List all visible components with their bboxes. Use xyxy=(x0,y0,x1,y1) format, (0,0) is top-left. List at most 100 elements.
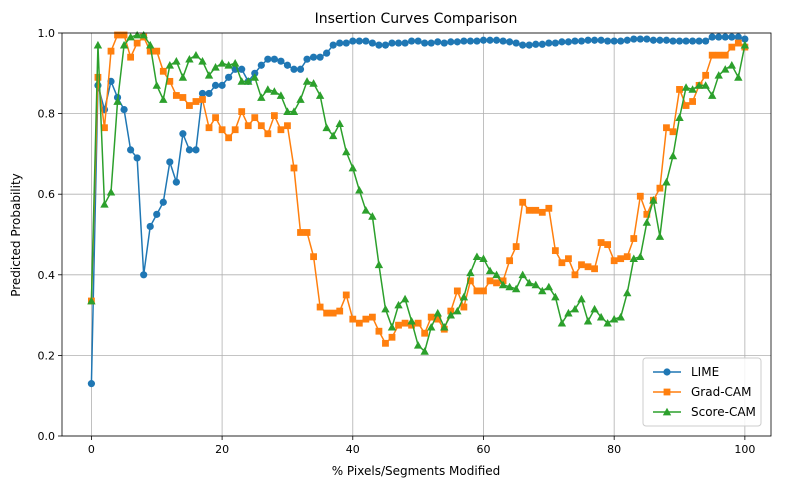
y-tick-label: 0.8 xyxy=(38,108,56,121)
lime-point xyxy=(368,39,376,47)
lime-point xyxy=(336,39,344,47)
grad-cam-point xyxy=(323,309,331,317)
score-cam-point xyxy=(531,280,540,289)
score-cam-point xyxy=(185,54,194,63)
score-cam-point xyxy=(211,63,220,71)
score-cam-series xyxy=(87,30,750,355)
score-cam-point xyxy=(498,280,508,289)
score-cam-point xyxy=(315,91,325,99)
lime-point xyxy=(460,37,468,45)
grad-cam-point xyxy=(571,271,579,279)
score-cam-point xyxy=(407,316,416,325)
grad-cam-point xyxy=(734,39,742,47)
score-cam-point xyxy=(603,318,612,327)
lime-point xyxy=(427,39,435,47)
plot-area-border xyxy=(61,32,772,437)
lime-point xyxy=(198,89,207,98)
score-cam-point xyxy=(453,306,462,315)
score-cam-point xyxy=(413,341,423,349)
grad-cam-point xyxy=(414,319,422,327)
grad-cam-point xyxy=(525,206,533,214)
score-cam-point xyxy=(126,32,135,41)
score-cam-point xyxy=(505,282,514,291)
lime-point xyxy=(532,40,540,48)
score-cam-point xyxy=(551,292,560,301)
score-cam-point xyxy=(374,260,384,269)
x-tick-label: 80 xyxy=(607,443,621,456)
lime-point xyxy=(211,81,220,89)
lime-point xyxy=(617,37,625,45)
score-cam-point xyxy=(694,81,704,89)
score-cam-point xyxy=(361,206,371,214)
score-cam-point xyxy=(387,322,397,331)
score-cam-point xyxy=(381,304,390,313)
score-cam-point xyxy=(564,308,573,317)
lime-point xyxy=(597,36,605,44)
grad-cam-point xyxy=(225,134,233,142)
lime-point xyxy=(172,178,180,186)
x-tick-label: 100 xyxy=(734,443,755,456)
grad-cam-point xyxy=(558,259,566,267)
grad-cam-point xyxy=(186,102,193,109)
grad-cam-point xyxy=(133,39,141,47)
score-cam-point xyxy=(113,97,122,105)
grad-cam-point xyxy=(316,303,324,311)
lime-point xyxy=(734,33,742,41)
plot-series xyxy=(87,30,750,388)
lime-point xyxy=(264,55,272,63)
score-cam-point xyxy=(224,61,233,69)
grad-cam-series xyxy=(88,31,749,347)
lime-point xyxy=(133,154,141,162)
x-tick-label: 0 xyxy=(88,443,95,456)
y-tick-label: 0.0 xyxy=(38,430,56,443)
lime-point xyxy=(682,37,690,45)
grad-cam-point xyxy=(636,192,644,200)
lime-point xyxy=(708,33,716,41)
grad-cam-point xyxy=(107,47,115,55)
grad-cam-point xyxy=(94,73,102,81)
grad-cam-point xyxy=(617,255,625,263)
score-cam-point xyxy=(368,212,377,220)
grad-cam-point xyxy=(610,257,618,265)
grad-cam-point xyxy=(264,130,272,138)
x-axis-ticks: 0 20 40 60 80 100 xyxy=(88,436,755,456)
score-cam-point xyxy=(328,131,338,140)
grad-cam-point xyxy=(532,206,540,214)
grad-cam-point xyxy=(545,204,553,212)
grad-cam-point xyxy=(382,339,389,347)
lime-point xyxy=(688,37,697,45)
x-tick-label: 40 xyxy=(346,443,360,456)
score-cam-point xyxy=(276,91,286,99)
lime-point xyxy=(349,37,357,45)
score-cam-point xyxy=(518,270,527,279)
legend-score-cam-marker xyxy=(662,407,672,416)
grad-cam-point xyxy=(715,51,723,59)
lime-point xyxy=(571,37,579,45)
lime-point xyxy=(440,39,448,47)
score-cam-point xyxy=(394,300,403,309)
grad-cam-point xyxy=(336,307,344,315)
lime-point xyxy=(545,39,553,47)
grad-cam-point xyxy=(663,124,670,132)
lime-point xyxy=(179,130,187,138)
grad-cam-point xyxy=(623,253,631,261)
lime-point xyxy=(512,39,520,47)
grad-cam-point xyxy=(290,164,298,172)
grad-cam-point xyxy=(257,122,265,130)
lime-point xyxy=(695,37,703,45)
grad-cam-point xyxy=(728,43,736,51)
lime-point xyxy=(381,41,390,49)
plot-frame xyxy=(61,32,772,437)
lime-point xyxy=(87,380,96,388)
score-cam-point xyxy=(172,57,181,65)
grad-cam-point xyxy=(166,77,174,85)
score-cam-point xyxy=(342,147,351,156)
lime-point xyxy=(296,65,305,73)
legend-grad-cam-label: Grad-CAM xyxy=(691,385,751,399)
lime-point xyxy=(558,38,566,46)
grad-cam-point xyxy=(401,319,409,327)
grad-cam-point xyxy=(643,210,651,218)
score-cam-point xyxy=(237,77,246,85)
score-cam-point xyxy=(721,65,730,73)
score-cam-point xyxy=(629,254,638,263)
